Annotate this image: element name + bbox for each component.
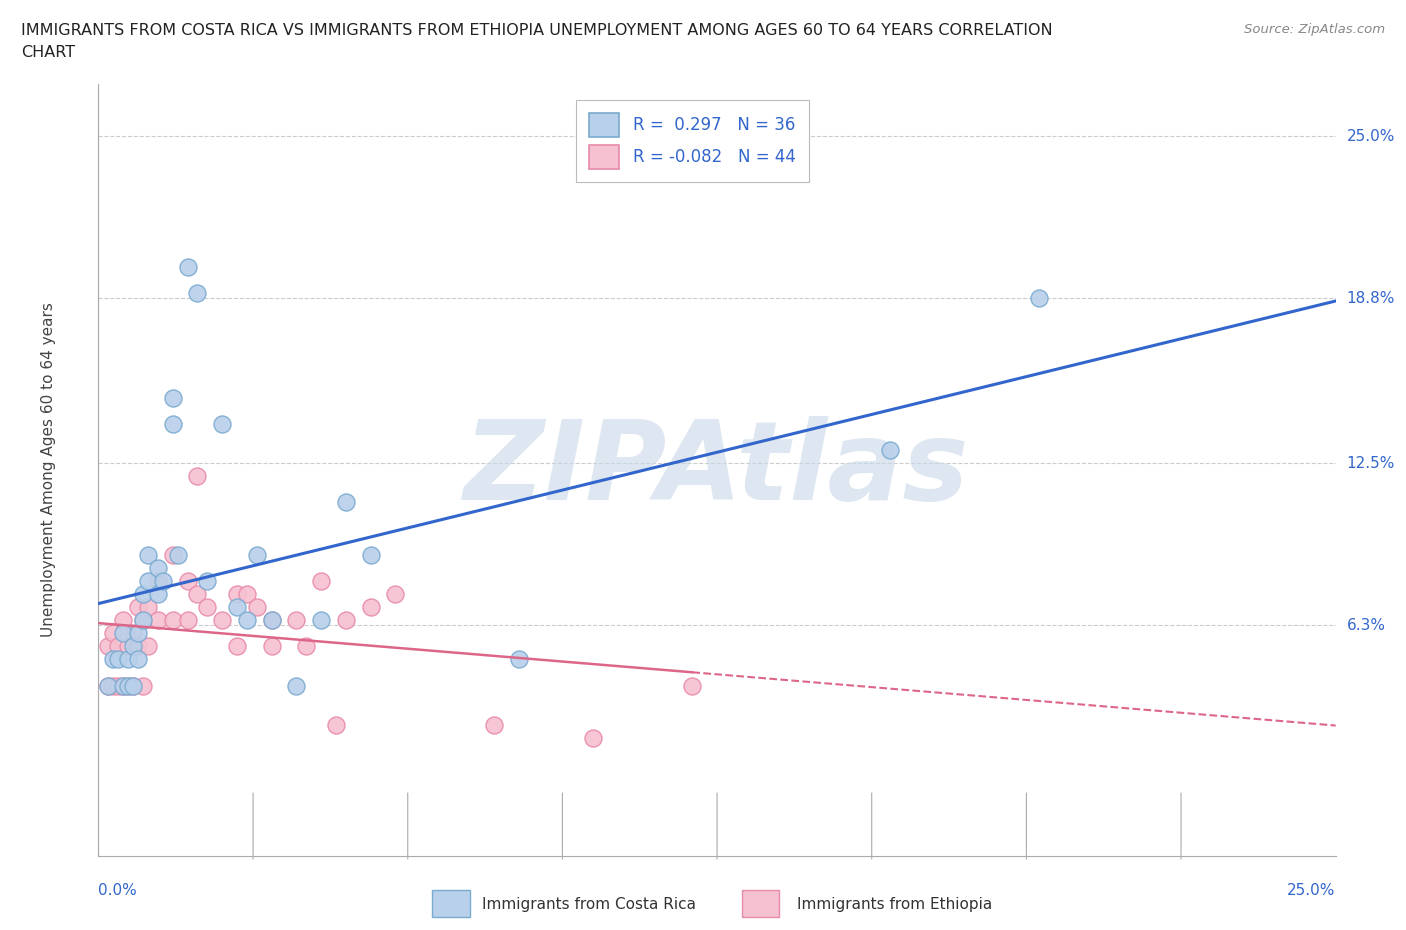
- Point: [122, 626, 145, 641]
- Point: [152, 574, 174, 589]
- Point: [384, 587, 406, 602]
- Point: [260, 613, 283, 628]
- Point: [122, 639, 145, 654]
- Point: [211, 613, 233, 628]
- Point: [136, 600, 159, 615]
- Point: [325, 717, 347, 732]
- Point: [309, 613, 332, 628]
- Point: [107, 652, 129, 667]
- Point: [295, 639, 318, 654]
- Point: [186, 469, 208, 484]
- Point: [103, 626, 125, 641]
- Point: [1028, 291, 1050, 306]
- Point: [132, 678, 155, 693]
- Point: [186, 587, 208, 602]
- Point: [186, 286, 208, 300]
- Point: [236, 587, 259, 602]
- Text: 12.5%: 12.5%: [1347, 456, 1395, 471]
- Text: 18.8%: 18.8%: [1347, 291, 1395, 306]
- Text: Source: ZipAtlas.com: Source: ZipAtlas.com: [1244, 23, 1385, 36]
- Point: [211, 417, 233, 432]
- Point: [117, 678, 139, 693]
- Point: [166, 547, 188, 562]
- Point: [117, 639, 139, 654]
- Point: [127, 600, 149, 615]
- Point: [195, 574, 218, 589]
- Point: [260, 613, 283, 628]
- Point: [107, 639, 129, 654]
- Point: [162, 547, 184, 562]
- Point: [146, 613, 169, 628]
- Text: 25.0%: 25.0%: [1347, 128, 1395, 143]
- FancyBboxPatch shape: [742, 890, 779, 917]
- Text: Immigrants from Costa Rica: Immigrants from Costa Rica: [482, 897, 696, 911]
- Point: [112, 626, 135, 641]
- Point: [146, 574, 169, 589]
- Point: [112, 678, 135, 693]
- Point: [132, 613, 155, 628]
- Point: [136, 547, 159, 562]
- Text: 25.0%: 25.0%: [1288, 884, 1336, 898]
- Point: [309, 574, 332, 589]
- Text: CHART: CHART: [21, 45, 75, 60]
- Point: [136, 639, 159, 654]
- Point: [484, 717, 506, 732]
- Text: Immigrants from Ethiopia: Immigrants from Ethiopia: [797, 897, 993, 911]
- Point: [127, 652, 149, 667]
- Point: [195, 600, 218, 615]
- Text: ZIPAtlas: ZIPAtlas: [464, 416, 970, 524]
- Point: [146, 561, 169, 576]
- Point: [226, 600, 249, 615]
- Point: [236, 613, 259, 628]
- Point: [97, 678, 120, 693]
- Point: [360, 600, 382, 615]
- Point: [226, 587, 249, 602]
- Point: [103, 678, 125, 693]
- Point: [582, 730, 605, 745]
- Point: [285, 678, 308, 693]
- Point: [162, 417, 184, 432]
- Point: [112, 613, 135, 628]
- Point: [127, 639, 149, 654]
- Text: 6.3%: 6.3%: [1347, 618, 1386, 632]
- Point: [260, 639, 283, 654]
- Point: [246, 547, 269, 562]
- Point: [335, 613, 357, 628]
- Point: [97, 639, 120, 654]
- Point: [122, 678, 145, 693]
- Point: [132, 587, 155, 602]
- Point: [97, 678, 120, 693]
- Point: [285, 613, 308, 628]
- Point: [136, 574, 159, 589]
- Point: [132, 613, 155, 628]
- Text: 0.0%: 0.0%: [98, 884, 138, 898]
- Point: [176, 613, 198, 628]
- Point: [508, 652, 530, 667]
- Point: [107, 678, 129, 693]
- FancyBboxPatch shape: [433, 890, 470, 917]
- Point: [146, 587, 169, 602]
- Point: [226, 639, 249, 654]
- Point: [117, 652, 139, 667]
- Point: [122, 678, 145, 693]
- Legend: R =  0.297   N = 36, R = -0.082   N = 44: R = 0.297 N = 36, R = -0.082 N = 44: [576, 100, 808, 182]
- Text: IMMIGRANTS FROM COSTA RICA VS IMMIGRANTS FROM ETHIOPIA UNEMPLOYMENT AMONG AGES 6: IMMIGRANTS FROM COSTA RICA VS IMMIGRANTS…: [21, 23, 1053, 38]
- Point: [117, 678, 139, 693]
- Point: [112, 678, 135, 693]
- Point: [176, 259, 198, 274]
- Point: [103, 652, 125, 667]
- Point: [127, 626, 149, 641]
- Point: [335, 495, 357, 510]
- Text: Unemployment Among Ages 60 to 64 years: Unemployment Among Ages 60 to 64 years: [41, 302, 56, 637]
- Point: [162, 391, 184, 405]
- Point: [360, 547, 382, 562]
- Point: [879, 443, 901, 458]
- Point: [246, 600, 269, 615]
- Point: [162, 613, 184, 628]
- Point: [176, 574, 198, 589]
- Point: [681, 678, 703, 693]
